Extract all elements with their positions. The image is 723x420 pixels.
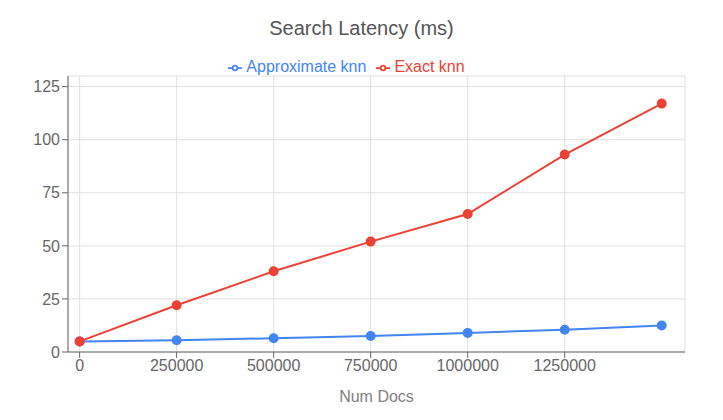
html-text:Approximate knn: Approximate knn: [246, 58, 367, 75]
svg-text:250000: 250000: [150, 357, 203, 374]
svg-text:125: 125: [33, 78, 60, 95]
svg-text:1250000: 1250000: [534, 357, 596, 374]
svg-text:750000: 750000: [344, 357, 397, 374]
svg-text:Num Docs: Num Docs: [339, 388, 414, 405]
svg-text:0: 0: [75, 357, 84, 374]
svg-text:50: 50: [42, 238, 60, 255]
svg-text:1000000: 1000000: [437, 357, 499, 374]
html-text:Exact knn: Exact knn: [394, 58, 465, 75]
svg-text:0: 0: [51, 344, 60, 361]
html-text:Search Latency (ms): Search Latency (ms): [269, 17, 454, 39]
svg-text:500000: 500000: [247, 357, 300, 374]
svg-text:25: 25: [42, 291, 60, 308]
svg-text:75: 75: [42, 184, 60, 201]
svg-text:100: 100: [33, 131, 60, 148]
